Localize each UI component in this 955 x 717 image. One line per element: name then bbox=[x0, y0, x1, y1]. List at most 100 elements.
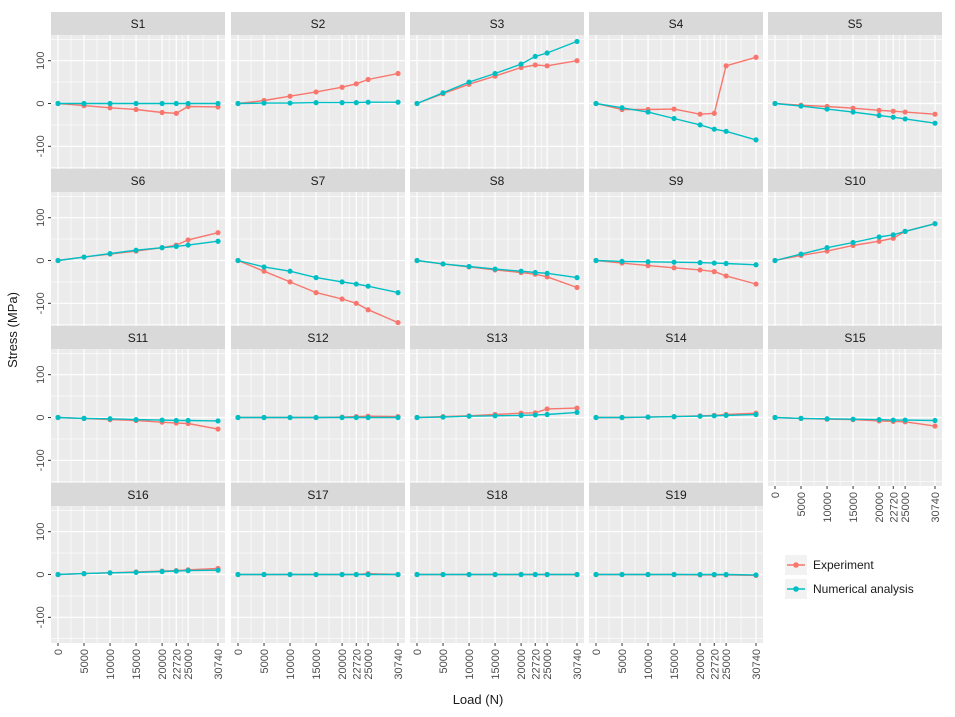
facet-label: S2 bbox=[311, 17, 326, 31]
numerical-point bbox=[339, 572, 344, 577]
numerical-point bbox=[466, 414, 471, 419]
numerical-point bbox=[313, 415, 318, 420]
numerical-point bbox=[697, 572, 702, 577]
facet-label: S7 bbox=[311, 174, 326, 188]
y-tick-label: 0 bbox=[35, 100, 47, 106]
numerical-point bbox=[215, 568, 220, 573]
numerical-point bbox=[81, 571, 86, 576]
numerical-point bbox=[354, 100, 359, 105]
x-tick-label: 10000 bbox=[822, 492, 834, 523]
numerical-point bbox=[545, 50, 550, 55]
numerical-point bbox=[492, 71, 497, 76]
x-tick-label: 15000 bbox=[490, 649, 502, 680]
numerical-point bbox=[545, 572, 550, 577]
y-tick-label: -100 bbox=[35, 292, 47, 314]
numerical-point bbox=[414, 101, 419, 106]
numerical-point bbox=[133, 101, 138, 106]
x-tick-label: 5000 bbox=[438, 649, 450, 673]
numerical-point bbox=[159, 417, 164, 422]
numerical-point bbox=[891, 115, 896, 120]
experiment-point bbox=[712, 111, 717, 116]
x-tick-label: 20000 bbox=[874, 492, 886, 523]
numerical-point bbox=[235, 258, 240, 263]
experiment-point bbox=[724, 273, 729, 278]
numerical-point bbox=[414, 572, 419, 577]
numerical-point bbox=[440, 572, 445, 577]
numerical-point bbox=[313, 275, 318, 280]
numerical-point bbox=[287, 269, 292, 274]
x-tick-label: 15000 bbox=[131, 649, 143, 680]
numerical-point bbox=[81, 254, 86, 259]
x-tick-label: 30740 bbox=[930, 492, 942, 523]
numerical-point bbox=[466, 264, 471, 269]
x-tick-label: 25000 bbox=[900, 492, 912, 523]
numerical-point bbox=[55, 415, 60, 420]
x-tick-label: 10000 bbox=[464, 649, 476, 680]
numerical-point bbox=[81, 101, 86, 106]
numerical-point bbox=[366, 284, 371, 289]
numerical-point bbox=[533, 270, 538, 275]
y-tick-label: -100 bbox=[35, 606, 47, 628]
experiment-point bbox=[395, 71, 400, 76]
numerical-point bbox=[215, 101, 220, 106]
numerical-point bbox=[174, 244, 179, 249]
numerical-point bbox=[466, 572, 471, 577]
facet-label: S9 bbox=[669, 174, 684, 188]
experiment-point bbox=[903, 109, 908, 114]
x-tick-label: 20000 bbox=[695, 649, 707, 680]
experiment-point bbox=[545, 63, 550, 68]
numerical-point bbox=[186, 101, 191, 106]
numerical-point bbox=[466, 79, 471, 84]
numerical-point bbox=[313, 572, 318, 577]
x-axis-title: Load (N) bbox=[453, 692, 504, 707]
numerical-point bbox=[798, 251, 803, 256]
x-tick-label: 22720 bbox=[171, 649, 183, 680]
numerical-point bbox=[261, 264, 266, 269]
facet-label: S11 bbox=[128, 331, 149, 345]
numerical-point bbox=[440, 414, 445, 419]
numerical-point bbox=[414, 258, 419, 263]
numerical-point bbox=[81, 416, 86, 421]
experiment-point bbox=[574, 58, 579, 63]
numerical-point bbox=[133, 417, 138, 422]
numerical-point bbox=[772, 258, 777, 263]
experiment-point bbox=[891, 109, 896, 114]
x-tick-label: 5000 bbox=[796, 492, 808, 516]
facet-label: S12 bbox=[307, 331, 329, 345]
experiment-point bbox=[753, 281, 758, 286]
numerical-point bbox=[753, 572, 758, 577]
x-tick-label: 25000 bbox=[542, 649, 554, 680]
experiment-point bbox=[339, 296, 344, 301]
x-tick-label: 25000 bbox=[363, 649, 375, 680]
numerical-point bbox=[574, 410, 579, 415]
facet-label: S15 bbox=[844, 331, 866, 345]
numerical-point bbox=[186, 568, 191, 573]
numerical-point bbox=[697, 122, 702, 127]
y-tick-label: 100 bbox=[35, 52, 47, 70]
experiment-point bbox=[753, 55, 758, 60]
x-tick-label: 20000 bbox=[337, 649, 349, 680]
numerical-point bbox=[593, 101, 598, 106]
facet-label: S5 bbox=[848, 17, 863, 31]
experiment-point bbox=[313, 290, 318, 295]
x-tick-label: 10000 bbox=[643, 649, 655, 680]
facet-label: S6 bbox=[131, 174, 146, 188]
numerical-point bbox=[619, 415, 624, 420]
experiment-point bbox=[533, 62, 538, 67]
numerical-point bbox=[712, 127, 717, 132]
numerical-point bbox=[574, 39, 579, 44]
numerical-point bbox=[876, 417, 881, 422]
experiment-point bbox=[287, 279, 292, 284]
legend-label: Experiment bbox=[813, 558, 874, 572]
numerical-point bbox=[645, 109, 650, 114]
numerical-point bbox=[55, 572, 60, 577]
numerical-point bbox=[593, 572, 598, 577]
numerical-point bbox=[339, 279, 344, 284]
numerical-point bbox=[671, 414, 676, 419]
numerical-point bbox=[932, 121, 937, 126]
experiment-point bbox=[186, 237, 191, 242]
experiment-point bbox=[366, 307, 371, 312]
numerical-point bbox=[354, 572, 359, 577]
numerical-point bbox=[574, 572, 579, 577]
numerical-point bbox=[339, 415, 344, 420]
